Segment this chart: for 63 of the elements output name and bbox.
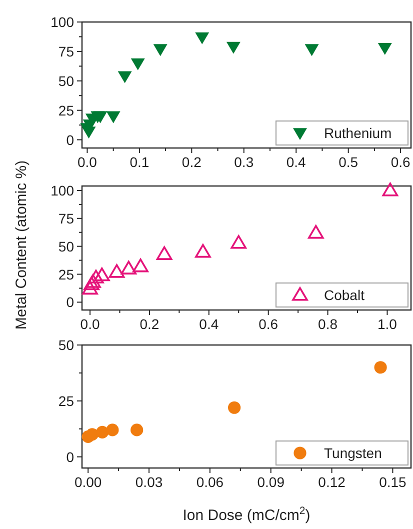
x-tick-label: 0.2	[182, 154, 202, 170]
x-tick-label: 0.12	[318, 474, 346, 490]
y-tick-label: 100	[50, 14, 74, 30]
x-tick-label: 0.8	[318, 316, 338, 332]
y-tick-label: 25	[58, 392, 74, 409]
point	[130, 424, 144, 436]
x-tick-label: 0.0	[80, 316, 100, 332]
point	[382, 182, 398, 196]
x-tick-label: 0.1	[130, 154, 150, 170]
point	[378, 43, 392, 55]
point	[106, 424, 119, 436]
point	[374, 361, 387, 374]
point	[93, 111, 108, 124]
point	[84, 276, 100, 290]
point	[106, 111, 120, 124]
y-tick-label: 0	[66, 294, 74, 310]
point	[86, 428, 98, 441]
point	[228, 401, 241, 414]
point	[132, 258, 148, 272]
point	[195, 244, 211, 258]
y-tick-label: 50	[58, 72, 74, 89]
legend-label: Cobalt	[324, 287, 365, 303]
y-tick-label: 25	[58, 266, 74, 282]
y-tick-label: 0	[66, 132, 74, 148]
x-tick-label: 0.6	[258, 316, 278, 332]
x-tick-label: 0.06	[196, 474, 224, 490]
y-tick-label: 0	[66, 448, 74, 465]
x-tick-label: 0.3	[234, 154, 254, 170]
x-tick-label: 0.15	[379, 474, 407, 490]
point	[82, 280, 98, 295]
x-tick-label: 0.09	[257, 474, 285, 490]
point	[130, 58, 145, 70]
y-tick-label: 100	[50, 182, 74, 198]
y-axis-title: Metal Content (atomic %)	[13, 160, 30, 330]
legend-label: Tungsten	[324, 445, 382, 461]
point	[230, 235, 247, 249]
point	[156, 246, 172, 260]
y-tick-label: 75	[58, 210, 74, 226]
point	[94, 267, 110, 282]
point	[108, 264, 125, 278]
x-tick-label: 0.5	[338, 154, 358, 170]
x-tick-label: 1.0	[377, 316, 398, 332]
x-tick-label: 0.03	[135, 474, 163, 490]
x-tick-label: 0.00	[74, 474, 102, 490]
point	[195, 32, 210, 44]
point	[96, 426, 109, 439]
y-tick-label: 50	[58, 337, 74, 353]
x-tick-label: 0.0	[77, 154, 98, 170]
x-tick-label: 0.4	[199, 316, 219, 332]
point	[153, 44, 168, 56]
point	[308, 225, 324, 239]
y-tick-label: 25	[58, 102, 74, 118]
point	[120, 260, 137, 274]
legend-label: Ruthenium	[324, 125, 392, 141]
point	[118, 71, 132, 84]
point	[226, 42, 240, 54]
y-tick-label: 50	[58, 238, 74, 254]
x-tick-label: 0.6	[390, 154, 410, 170]
y-tick-label: 75	[58, 43, 74, 60]
x-axis-title: Ion Dose (mC/cm$^{2}$)	[182, 505, 310, 524]
x-tick-label: 0.2	[140, 316, 160, 332]
x-tick-label: 0.4	[286, 154, 306, 170]
point	[304, 44, 319, 56]
